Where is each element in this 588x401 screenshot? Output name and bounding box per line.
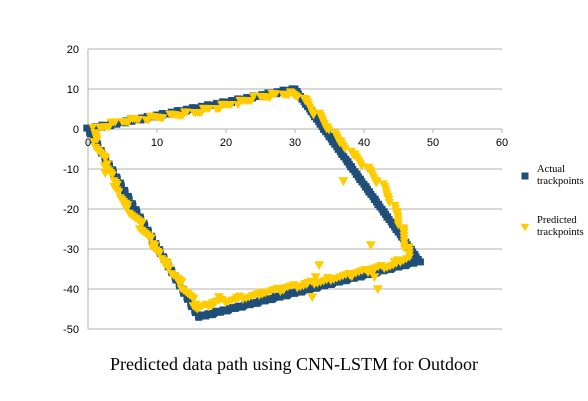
x-tick-label: 60 — [496, 137, 508, 149]
predicted-outlier — [369, 273, 380, 282]
predicted-point — [248, 92, 258, 101]
predicted-outlier — [365, 241, 376, 250]
actual-point — [86, 127, 94, 135]
x-tick-label: 40 — [358, 137, 370, 149]
predicted-point — [88, 123, 98, 132]
y-tick-label: 10 — [67, 84, 79, 96]
tick-labels: 20 10 0 -10 -20 -30 -40 -50 0 10 20 30 40 50 60 — [63, 44, 508, 336]
actual-point — [268, 296, 276, 304]
actual-point — [291, 289, 299, 297]
x-tick-label: 30 — [289, 137, 301, 149]
axes — [87, 49, 503, 329]
y-tick-label: -40 — [63, 284, 79, 296]
y-tick-label: -10 — [63, 164, 79, 176]
actual-point — [276, 293, 284, 301]
predicted-point — [191, 300, 201, 309]
predicted-point — [148, 240, 158, 249]
legend-marker-predicted — [520, 223, 530, 232]
predicted-point — [134, 115, 144, 125]
predicted-outlier — [314, 261, 325, 270]
x-tick-label: 20 — [220, 137, 232, 149]
predicted-point — [182, 108, 192, 117]
predicted-point — [115, 194, 125, 203]
actual-point — [246, 301, 254, 309]
predicted-outlier — [310, 273, 321, 282]
x-tick-label: 50 — [427, 137, 439, 149]
predicted-point — [90, 129, 100, 138]
actual-point — [298, 288, 306, 296]
predicted-point — [384, 198, 394, 207]
predicted-point — [292, 93, 302, 102]
predicted-point — [204, 104, 214, 114]
predicted-outlier — [372, 285, 383, 294]
figure-caption: Predicted data path using CNN-LSTM for O… — [110, 354, 478, 374]
legend-marker-actual — [521, 172, 529, 180]
x-tick-label: 10 — [151, 137, 163, 149]
predicted-point — [110, 118, 120, 127]
actual-point — [372, 269, 380, 277]
y-tick-label: -20 — [63, 204, 79, 216]
predicted-point — [357, 162, 367, 171]
actual-point — [402, 262, 410, 270]
actual-point — [216, 308, 224, 316]
series-predicted — [88, 88, 414, 314]
legend-label-actual: trackpoints — [537, 176, 584, 187]
predicted-point — [90, 144, 101, 153]
predicted-point — [158, 114, 168, 123]
actual-point — [312, 284, 320, 292]
predicted-outlier — [100, 169, 111, 178]
predicted-point — [157, 255, 167, 264]
actual-point — [238, 303, 246, 311]
actual-point — [327, 281, 335, 289]
actual-point — [410, 259, 418, 267]
actual-point — [231, 304, 239, 312]
predicted-outlier — [214, 293, 225, 302]
x-tick-label: 0 — [85, 137, 91, 149]
legend-label-predicted: Predicted — [537, 215, 577, 226]
legend-label-predicted: trackpoints — [537, 227, 584, 238]
actual-point — [320, 282, 328, 290]
actual-point — [306, 286, 314, 294]
predicted-point — [109, 177, 119, 186]
predicted-point — [372, 177, 382, 186]
actual-point — [350, 274, 358, 282]
predicted-point — [271, 90, 281, 99]
predicted-point — [308, 111, 319, 120]
predicted-outlier — [338, 177, 349, 186]
y-tick-label: 0 — [73, 124, 79, 136]
actual-point — [335, 278, 343, 286]
actual-point — [223, 307, 231, 315]
predicted-point — [393, 221, 403, 230]
predicted-point — [226, 101, 236, 110]
predicted-point — [134, 225, 145, 234]
actual-point — [357, 273, 365, 281]
predicted-outlier — [203, 301, 214, 310]
predicted-point — [102, 160, 113, 169]
actual-point — [261, 297, 269, 305]
y-tick-label: -50 — [63, 324, 79, 336]
y-tick-label: -30 — [63, 244, 79, 256]
predicted-point — [324, 126, 334, 135]
predicted-outlier — [307, 293, 318, 302]
legend-label-actual: Actual — [537, 164, 565, 175]
y-tick-label: 20 — [67, 44, 79, 56]
actual-point — [253, 299, 261, 307]
predicted-point — [340, 145, 350, 154]
actual-point — [342, 277, 350, 285]
actual-point — [283, 292, 291, 300]
actual-point — [416, 258, 424, 266]
actual-point — [208, 311, 216, 319]
actual-point — [395, 263, 403, 271]
actual-point — [202, 312, 210, 320]
